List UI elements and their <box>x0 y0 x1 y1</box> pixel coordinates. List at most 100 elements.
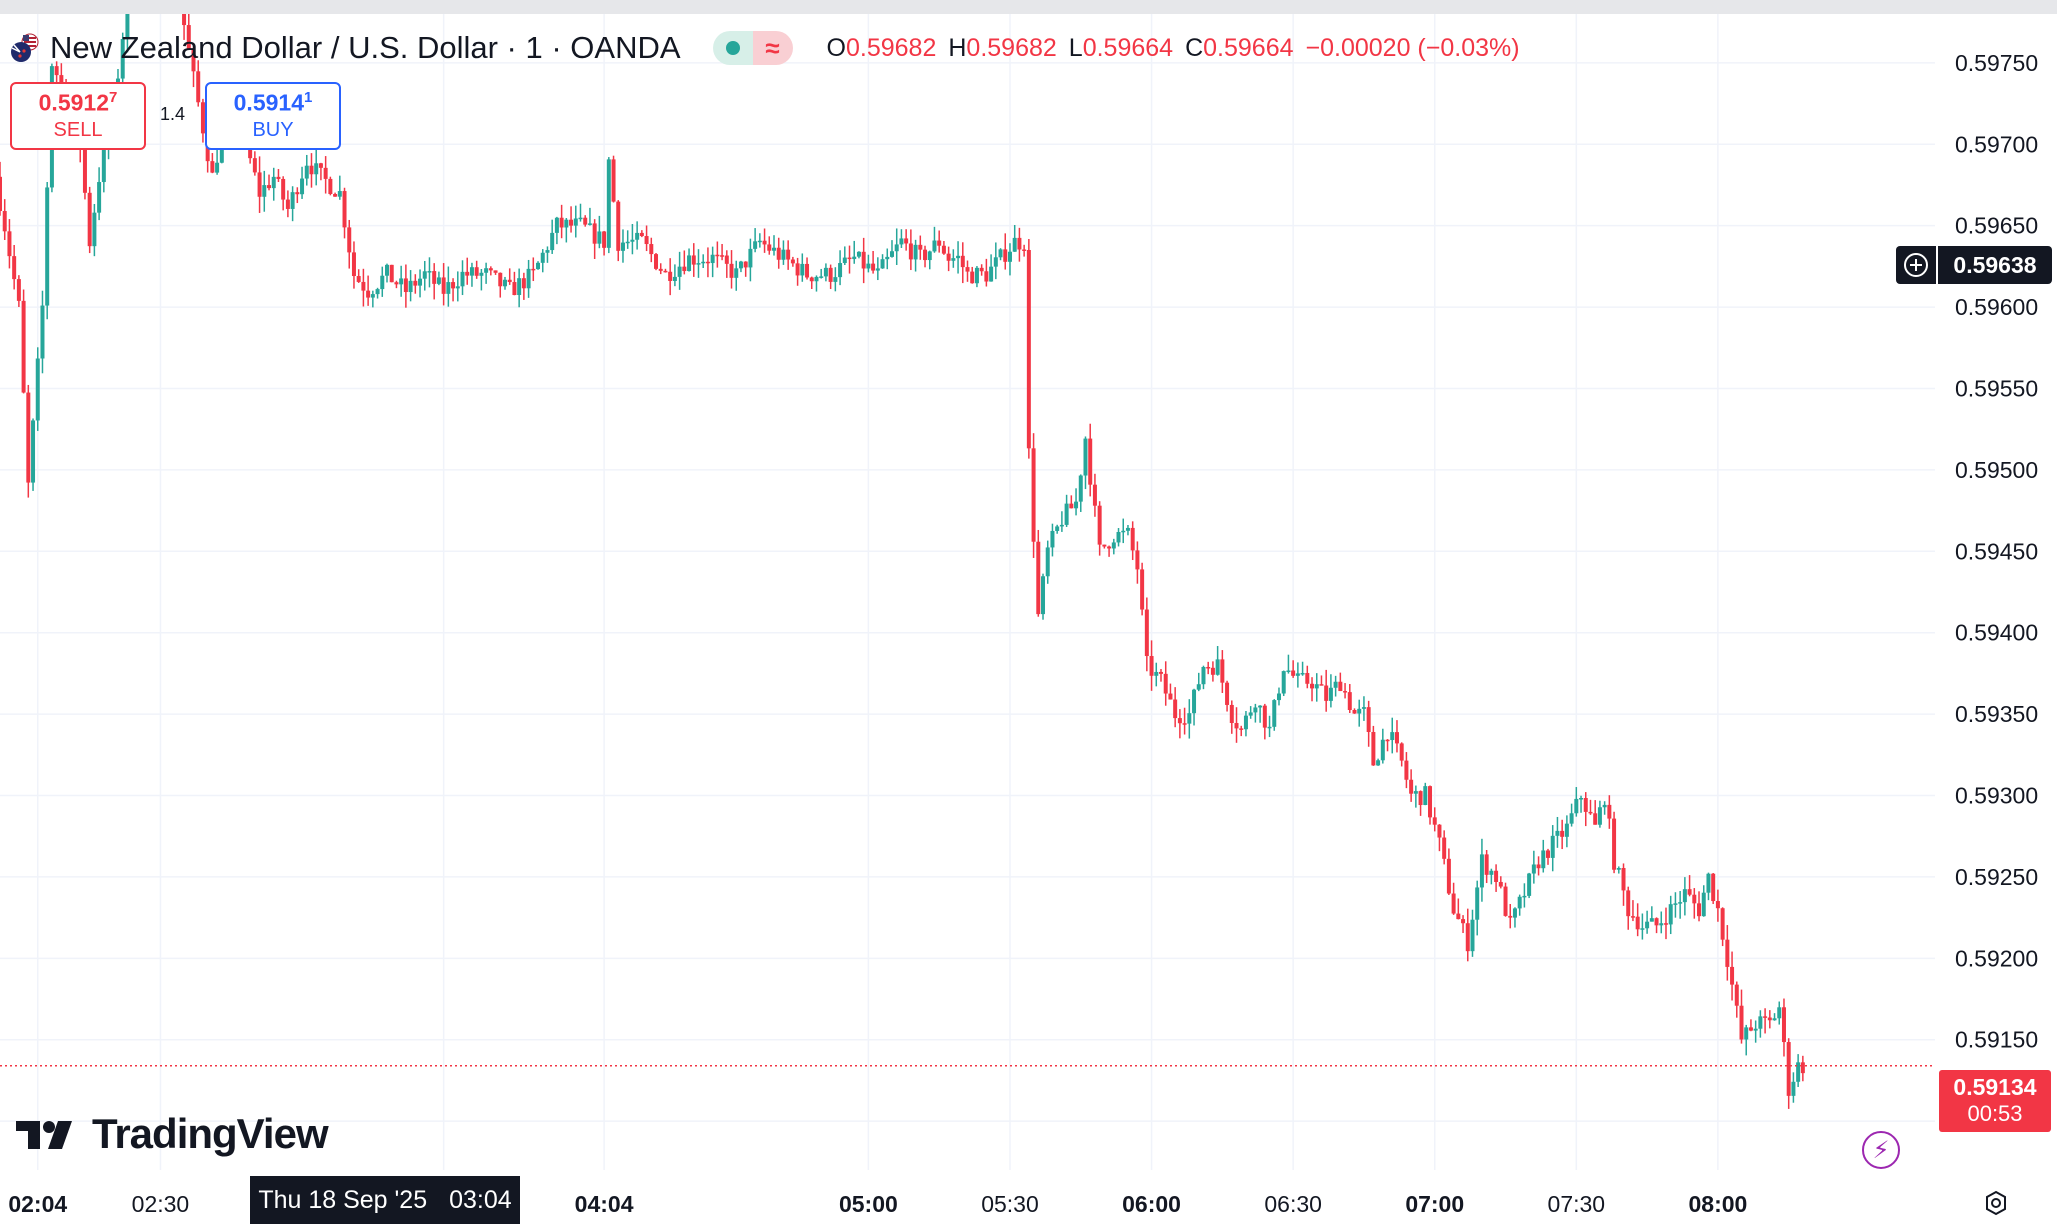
candle <box>441 263 446 306</box>
price-axis[interactable]: 0.59750 0.59700 0.59650 0.59600 0.59550 0.595… <box>1935 14 2057 1225</box>
candle <box>583 215 588 227</box>
candle <box>422 260 427 291</box>
candle <box>1593 800 1598 825</box>
candle <box>564 218 569 243</box>
candle <box>1451 882 1456 915</box>
candle <box>682 250 687 275</box>
candle <box>1446 848 1451 896</box>
candle <box>1281 670 1286 697</box>
ohlc-low: L0.59664 <box>1068 33 1174 62</box>
approx-icon: ≈ <box>752 31 793 65</box>
candle <box>1182 707 1187 735</box>
candle <box>889 240 894 258</box>
candle <box>1541 839 1546 873</box>
candle <box>918 235 923 260</box>
candle <box>1192 688 1197 726</box>
candle <box>852 240 857 264</box>
candle <box>1508 903 1513 929</box>
candle <box>1394 720 1399 753</box>
candle <box>507 268 512 285</box>
sell-price: 0.5912 <box>38 89 109 116</box>
ohlc-close: C0.59664 <box>1185 33 1294 62</box>
candle <box>1097 501 1102 556</box>
lightning-icon[interactable]: ⚡ <box>1862 1131 1900 1169</box>
candle <box>526 259 531 298</box>
candle <box>1484 850 1489 884</box>
candle <box>1357 699 1362 727</box>
candle <box>1536 856 1541 876</box>
candle <box>1059 511 1064 532</box>
tradingview-logo[interactable]: TradingView <box>16 1110 329 1158</box>
candle <box>1630 900 1635 922</box>
candle <box>436 271 441 286</box>
candle <box>1498 876 1503 889</box>
candle <box>1597 800 1602 828</box>
candle <box>757 233 762 248</box>
market-status-pill[interactable]: ≈ <box>712 31 793 65</box>
candle <box>2 199 7 240</box>
candle <box>743 261 748 277</box>
candle <box>1781 998 1786 1057</box>
candle <box>342 187 347 239</box>
candle <box>762 228 767 253</box>
candle <box>1380 728 1385 764</box>
candle <box>120 32 125 92</box>
candle <box>856 251 861 259</box>
candle <box>1428 785 1433 825</box>
candle <box>290 186 295 222</box>
candle <box>1074 488 1079 516</box>
candle <box>861 237 866 284</box>
candle <box>569 206 574 233</box>
candle <box>1239 725 1244 737</box>
settings-gear-icon[interactable] <box>1983 1190 2009 1216</box>
candle <box>333 192 338 197</box>
candle <box>1550 825 1555 872</box>
candle <box>946 246 951 272</box>
candle <box>1442 830 1447 865</box>
candle <box>871 250 876 274</box>
buy-button[interactable]: 0.59141 BUY <box>205 82 341 150</box>
candle <box>7 219 12 269</box>
candle <box>677 251 682 290</box>
candle <box>885 248 890 270</box>
candle <box>1102 544 1107 549</box>
candle <box>1149 640 1154 691</box>
price-chart[interactable]: 0.59750 0.59700 0.59650 0.59600 0.59550 0.595… <box>0 14 2057 1225</box>
candle <box>687 248 692 272</box>
candle <box>1201 665 1206 690</box>
candle <box>927 250 932 270</box>
add-alert-plus-icon[interactable] <box>1896 246 1936 284</box>
candle <box>842 246 847 265</box>
symbol-title[interactable]: New Zealand Dollar / U.S. Dollar · 1 · O… <box>50 30 681 65</box>
candle <box>767 236 772 255</box>
tradingview-wordmark: TradingView <box>92 1110 329 1157</box>
candle <box>635 221 640 250</box>
candle <box>1437 824 1442 852</box>
candle <box>993 242 998 280</box>
time-tick-label: 07:30 <box>1548 1191 1606 1217</box>
candle <box>1036 529 1041 617</box>
candle <box>587 207 592 226</box>
candle <box>1154 662 1159 687</box>
buy-price: 0.5914 <box>233 89 304 116</box>
candle <box>1324 669 1329 712</box>
candle <box>540 249 545 273</box>
buy-label: BUY <box>252 118 294 141</box>
candle <box>97 167 102 221</box>
crosshair-price-label[interactable]: 0.59638 <box>1896 246 2052 284</box>
candle <box>630 224 635 255</box>
candle <box>1276 687 1281 706</box>
candle <box>1527 872 1532 899</box>
sell-button[interactable]: 0.59127 SELL <box>10 82 146 150</box>
candle <box>705 247 710 278</box>
candle <box>1413 785 1418 808</box>
candle <box>1352 708 1357 714</box>
candle <box>710 246 715 278</box>
candle <box>1678 891 1683 919</box>
candle <box>1517 894 1522 916</box>
candle <box>1012 225 1017 252</box>
candle <box>1286 654 1291 674</box>
candle <box>469 262 474 287</box>
candle <box>795 257 800 286</box>
crosshair-time-label: Thu 18 Sep '25 03:04 <box>250 1176 520 1224</box>
